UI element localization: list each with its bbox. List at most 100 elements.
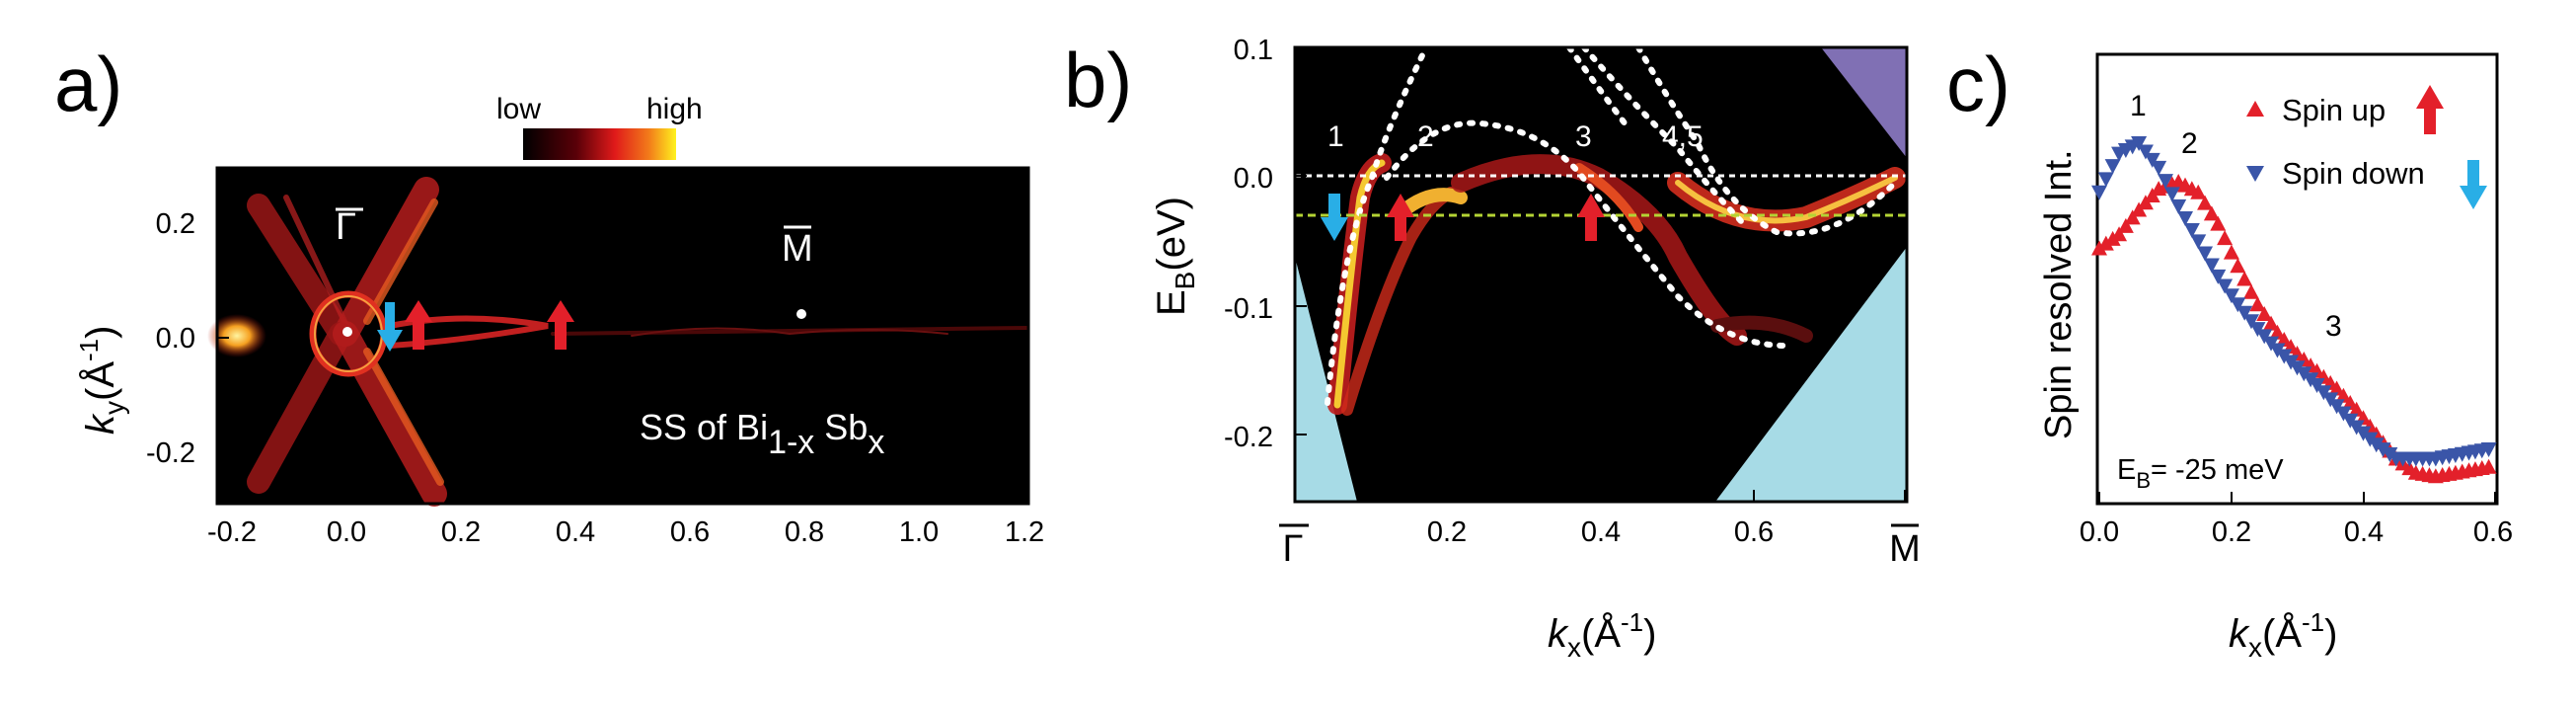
spin-up-marker xyxy=(2328,380,2345,396)
panel-a-xtick: 1.2 xyxy=(1005,516,1044,548)
spin-down-marker xyxy=(2097,172,2114,188)
panel-b: b) 1 2 3 xyxy=(1064,35,1921,663)
panel-b-ytick: 0.1 xyxy=(1234,35,1273,66)
spin-down-marker xyxy=(2137,144,2154,160)
fermi-surface-features xyxy=(207,177,1028,507)
gamma-point-label: Γ xyxy=(336,206,356,248)
panel-b-xticks xyxy=(1294,490,1906,502)
spin-up-marker xyxy=(2210,215,2227,231)
panel-c-xtick: 0.2 xyxy=(2212,516,2251,548)
spin-up-marker xyxy=(2480,458,2497,474)
spin-up-marker xyxy=(2342,394,2359,410)
panel-a-xtick: 0.8 xyxy=(785,516,824,548)
spin-down-marker xyxy=(2217,278,2234,294)
spin-down-marker xyxy=(2242,314,2259,330)
panel-c-ylabel: Spin resolved Int. xyxy=(2038,149,2080,439)
spin-down-marker xyxy=(2210,269,2227,284)
spin-down-marker xyxy=(2157,174,2173,190)
colorbar-high-label: high xyxy=(646,93,703,125)
panel-b-ytick: 0.0 xyxy=(1234,163,1273,195)
band-label-1: 1 xyxy=(1327,120,1344,153)
spin-up-marker xyxy=(2097,235,2114,251)
spin-down-marker xyxy=(2163,187,2180,202)
panel-b-xtick: 0.6 xyxy=(1734,516,1774,548)
spin-up-marker xyxy=(2217,230,2234,246)
theory-dotted-curves xyxy=(1325,44,1898,406)
legend-spin-down-marker xyxy=(2246,166,2264,182)
spin-down-marker xyxy=(2223,288,2239,304)
spin-up-marker xyxy=(2223,244,2239,260)
panel-b-xtick-gamma: Γ xyxy=(1283,528,1304,570)
spin-up-marker xyxy=(2269,324,2286,340)
light-blue-region-right xyxy=(1715,247,1907,502)
spin-down-marker xyxy=(2177,210,2194,226)
band-label-3: 3 xyxy=(1575,120,1592,153)
spin-down-marker xyxy=(2104,159,2121,175)
panel-c-xticks xyxy=(2098,492,2496,504)
gamma-point-dot xyxy=(342,327,352,337)
panel-a-xtick: -0.2 xyxy=(207,516,257,548)
panel-a-xticks xyxy=(231,492,1027,504)
panel-c-letter: c) xyxy=(1946,40,2010,127)
spin-down-marker xyxy=(2197,246,2214,262)
panel-a-yticks xyxy=(217,221,229,452)
panel-b-xtick: 0.2 xyxy=(1427,516,1467,548)
material-annotation: SS of Bi1-x Sbx xyxy=(640,407,884,461)
spin-up-marker xyxy=(2230,258,2246,274)
spin-up-marker xyxy=(2124,209,2141,225)
spin-down-marker xyxy=(2144,152,2160,168)
spin-up-arrow-a-2 xyxy=(547,300,574,350)
spin-down-marker xyxy=(2170,198,2187,214)
panel-b-xtick-m: M xyxy=(1889,528,1921,570)
spin-up-arrow-b-1 xyxy=(1387,194,1414,241)
panel-a-xtick: 0.0 xyxy=(327,516,366,548)
spin-down-marker xyxy=(2203,258,2220,274)
colorbar xyxy=(523,128,676,160)
spin-up-marker xyxy=(2335,387,2352,403)
spin-down-marker xyxy=(2236,305,2253,321)
legend-spin-up-label: Spin up xyxy=(2282,93,2386,127)
panel-c-xtick: 0.0 xyxy=(2080,516,2119,548)
light-blue-region-left xyxy=(1295,257,1357,502)
panel-a-xtick: 0.6 xyxy=(670,516,710,548)
panel-b-xlabel: kx(Å-1) xyxy=(1548,607,1656,663)
spin-up-marker xyxy=(2256,305,2273,321)
panel-c-marks xyxy=(2091,136,2497,484)
spin-down-marker xyxy=(2091,185,2107,200)
panel-a-xtick: 0.2 xyxy=(441,516,481,548)
spin-down-marker xyxy=(2480,441,2497,457)
panel-a-letter: a) xyxy=(54,40,122,127)
legend-spin-down-label: Spin down xyxy=(2282,156,2425,191)
spin-up-arrow-b-2 xyxy=(1577,194,1605,241)
panel-a-ytick: 0.2 xyxy=(156,208,195,240)
spin-up-marker xyxy=(2111,226,2128,242)
panel-a-frame xyxy=(215,166,1030,506)
spin-down-marker xyxy=(2190,234,2207,250)
spin-down-marker xyxy=(2230,297,2246,313)
peak-label-3: 3 xyxy=(2325,310,2342,343)
panel-b-ylabel: EB(eV) xyxy=(1150,197,1200,316)
panel-a-xtick: 1.0 xyxy=(899,516,939,548)
legend-spin-up-arrow xyxy=(2416,85,2444,134)
panel-b-ytick: -0.1 xyxy=(1224,293,1273,325)
spin-up-marker xyxy=(2236,271,2253,286)
band-label-4-5: 4,5 xyxy=(1662,120,1704,153)
panel-a-ytick: 0.0 xyxy=(156,323,195,355)
legend-spin-up-marker xyxy=(2246,101,2264,117)
spin-up-marker xyxy=(2117,217,2134,233)
panel-a-ytick: -0.2 xyxy=(146,437,195,469)
panel-c-xtick: 0.4 xyxy=(2344,516,2384,548)
spin-down-marker xyxy=(2131,136,2148,151)
band-label-2: 2 xyxy=(1417,120,1434,153)
spin-down-marker xyxy=(2183,223,2200,239)
panel-a: a) low high xyxy=(54,40,1044,548)
spin-up-marker xyxy=(2242,283,2259,299)
spin-down-marker xyxy=(2151,160,2167,176)
spin-up-marker xyxy=(2197,195,2214,210)
panel-b-yticks xyxy=(1295,46,1307,436)
panel-a-ylabel: ky(Å-1) xyxy=(74,326,129,435)
panel-c-xlabel: kx(Å-1) xyxy=(2229,607,2337,663)
spin-up-marker xyxy=(2203,205,2220,221)
spin-up-marker xyxy=(2348,401,2365,417)
